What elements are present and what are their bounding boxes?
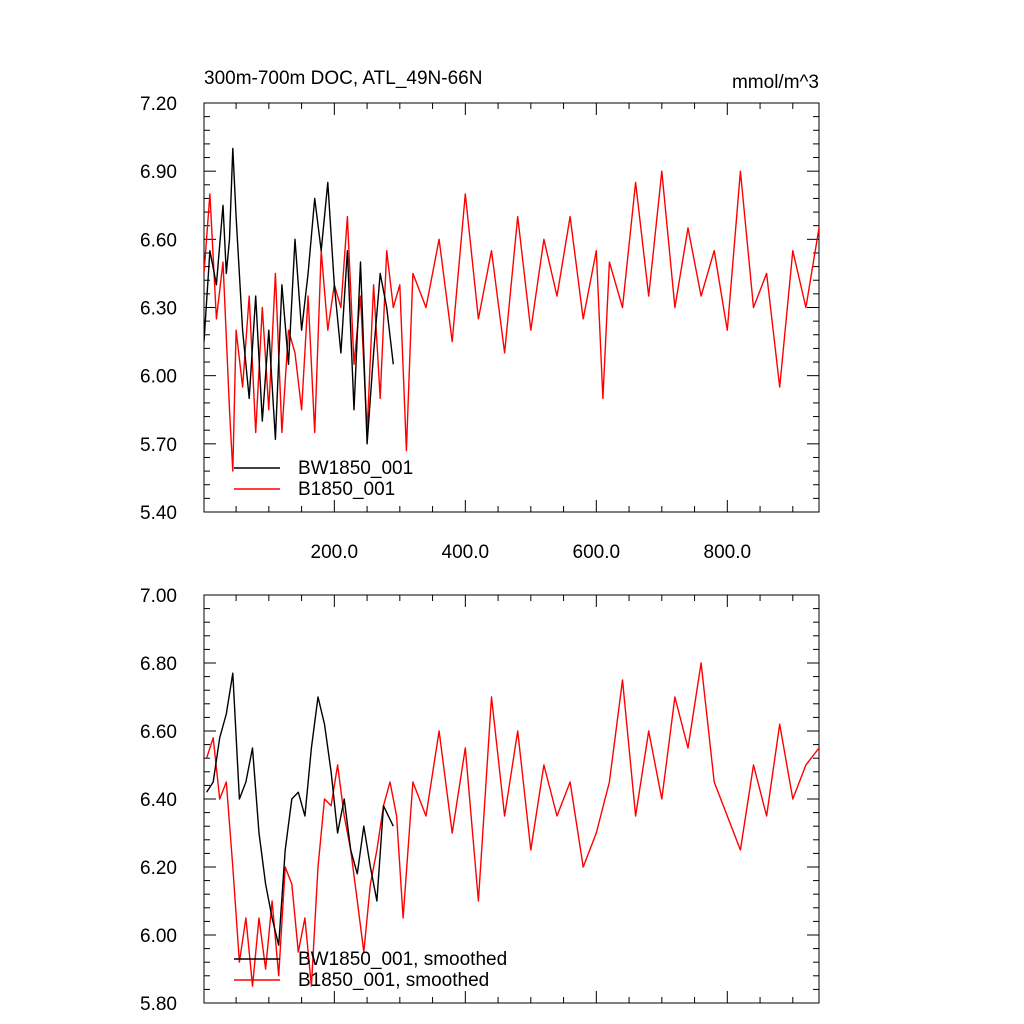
- y-tick-label: 6.60: [140, 230, 177, 251]
- y-tick-label: 6.40: [140, 790, 177, 811]
- y-tick-label: 7.20: [140, 94, 177, 115]
- x-tick-label: 200.0: [311, 542, 359, 563]
- y-tick-label: 6.80: [140, 654, 177, 675]
- series-line-bw1850-001: [204, 147, 394, 445]
- legend-label: BW1850_001, smoothed: [298, 949, 507, 970]
- y-tick-label: 6.30: [140, 299, 177, 320]
- units-label: mmol/m^3: [732, 72, 819, 93]
- y-tick-label: 5.40: [140, 503, 177, 524]
- y-tick-label: 6.00: [140, 367, 177, 388]
- series-line-b1850-001: [204, 170, 819, 472]
- bottom-panel: 5.80 6.00 6.20 6.40 6.60 6.80 7.00 BW1850_001, …: [140, 586, 820, 1015]
- legend-label: B1850_001: [298, 479, 395, 500]
- legend-label: B1850_001, smoothed: [298, 970, 489, 991]
- y-tick-label: 6.90: [140, 162, 177, 183]
- x-tick-label: 800.0: [704, 542, 752, 563]
- x-tick-label: 600.0: [573, 542, 621, 563]
- legend-label: BW1850_001: [298, 458, 413, 479]
- plot-frame: [203, 594, 820, 1004]
- top-panel: 5.40 5.70 6.00 6.30 6.60 6.90 7.20 200.0 400.0 60…: [140, 94, 820, 563]
- y-tick-label: 6.60: [140, 722, 177, 743]
- chart-title: 300m-700m DOC, ATL_49N-66N: [204, 68, 482, 89]
- plot-frame: [203, 102, 820, 513]
- x-tick-label: 400.0: [442, 542, 490, 563]
- y-tick-label: 6.20: [140, 858, 177, 879]
- y-tick-label: 7.00: [140, 586, 177, 607]
- series-line-bw1850-001-smoothed: [206, 672, 394, 946]
- series-line-b1850-001-smoothed: [205, 662, 819, 987]
- y-tick-label: 5.80: [140, 994, 177, 1015]
- y-tick-label: 5.70: [140, 435, 177, 456]
- y-tick-label: 6.00: [140, 926, 177, 947]
